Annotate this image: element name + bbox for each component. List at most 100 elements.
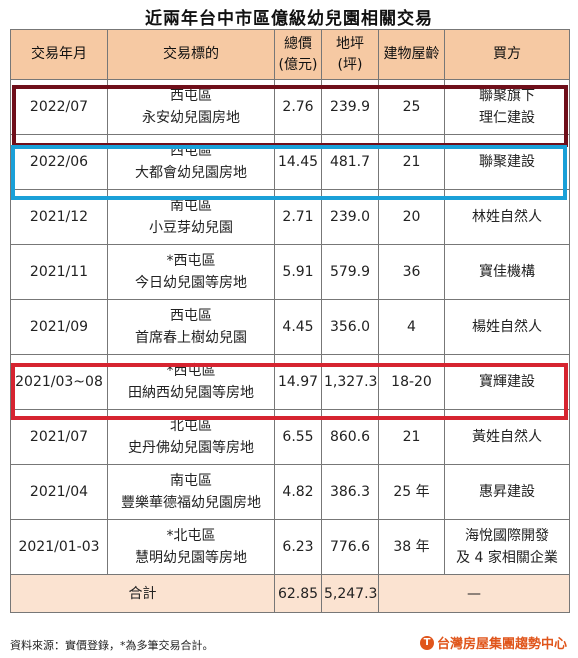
cell-buyer: 寶佳機構 — [444, 244, 570, 300]
cell-name: 大都會幼兒園房地 — [135, 165, 247, 181]
cell-buyer: 惠昇建設 — [444, 464, 570, 520]
cell-age: 21 — [378, 134, 445, 190]
cell-buyer: 寶輝建設 — [444, 354, 570, 410]
cell-age: 18-20 — [378, 354, 445, 410]
header-age: 建物屋齡 — [378, 29, 445, 80]
cell-target: *西屯區今日幼兒園等房地 — [107, 244, 275, 300]
cell-target: 西屯區首席春上樹幼兒園 — [107, 299, 275, 355]
cell-price: 14.45 — [274, 134, 322, 190]
cell-district: 西屯區 — [170, 308, 212, 324]
cell-buyer-line2: 理仁建設 — [479, 110, 535, 126]
cell-price: 5.91 — [274, 244, 322, 300]
cell-target: 北屯區 史丹佛幼兒園等房地 — [107, 409, 275, 465]
cell-buyer: 楊姓自然人 — [444, 299, 570, 355]
cell-date: 2021/12 — [10, 189, 108, 245]
total-area: 5,247.3 — [321, 574, 379, 613]
table-row: 2021/01-03 *北屯區 慧明幼兒園等房地 6.23 776.6 38 年 … — [10, 519, 570, 575]
cell-buyer: 海悅國際開發及 4 家相關企業 — [444, 519, 570, 575]
cell-price: 2.76 — [274, 79, 322, 135]
cell-name: 慧明幼兒園等房地 — [135, 550, 247, 566]
cell-date: 2021/07 — [10, 409, 108, 465]
table-row: 2022/06 西屯區大都會幼兒園房地 14.45 481.7 21 聯聚建設 — [10, 134, 570, 190]
table-row: 2021/09 西屯區首席春上樹幼兒園 4.45 356.0 4 楊姓自然人 — [10, 299, 570, 355]
cell-age: 4 — [378, 299, 445, 355]
cell-area: 579.9 — [321, 244, 379, 300]
header-buyer: 買方 — [444, 29, 570, 80]
header-price-line1: 總價 — [284, 35, 312, 52]
cell-age: 25 — [378, 79, 445, 135]
cell-target: *西屯區田納西幼兒園等房地 — [107, 354, 275, 410]
cell-district: 西屯區 — [170, 88, 212, 104]
cell-date: 2021/11 — [10, 244, 108, 300]
cell-area: 776.6 — [321, 519, 379, 575]
cell-buyer-line2: 及 4 家相關企業 — [456, 550, 558, 566]
table-row: 2021/07 北屯區 史丹佛幼兒園等房地 6.55 860.6 21 黃姓自然人 — [10, 409, 570, 465]
cell-date: 2021/01-03 — [10, 519, 108, 575]
header-date: 交易年月 — [10, 29, 108, 80]
header-area-line2: (坪) — [337, 56, 363, 73]
header-area-line1: 地坪 — [336, 35, 364, 52]
cell-date: 2022/06 — [10, 134, 108, 190]
header-price-line2: (億元) — [278, 56, 318, 73]
cell-buyer: 聯聚旗下 理仁建設 — [444, 79, 570, 135]
brand-mark: T 台灣房屋集團趨勢中心 — [419, 633, 567, 652]
cell-date: 2022/07 — [10, 79, 108, 135]
cell-buyer: 聯聚建設 — [444, 134, 570, 190]
cell-district: 西屯區 — [170, 143, 212, 159]
cell-area: 386.3 — [321, 464, 379, 520]
cell-price: 4.45 — [274, 299, 322, 355]
cell-area: 239.9 — [321, 79, 379, 135]
source-footnote: 資料來源：實價登錄，*為多筆交易合計。 — [10, 639, 214, 652]
cell-date: 2021/09 — [10, 299, 108, 355]
cell-buyer-line1: 海悅國際開發 — [465, 528, 549, 544]
cell-name: 史丹佛幼兒園等房地 — [128, 440, 254, 456]
cell-area: 1,327.3 — [321, 354, 379, 410]
total-dash: — — [378, 574, 570, 613]
table-row: 2022/07 西屯區永安幼兒園房地 2.76 239.9 25 聯聚旗下理仁建… — [10, 79, 570, 135]
cell-price: 14.97 — [274, 354, 322, 410]
total-price: 62.85 — [274, 574, 322, 613]
cell-name: 永安幼兒園房地 — [142, 110, 240, 126]
cell-price: 6.23 — [274, 519, 322, 575]
cell-target: 南屯區豐樂華德福幼兒園房地 — [107, 464, 275, 520]
cell-date: 2021/04 — [10, 464, 108, 520]
cell-target: 西屯區永安幼兒園房地 — [107, 79, 275, 135]
cell-district: *西屯區 — [166, 253, 216, 269]
cell-age: 20 — [378, 189, 445, 245]
table-row: 2021/11 *西屯區今日幼兒園等房地 5.91 579.9 36 寶佳機構 — [10, 244, 570, 300]
cell-area: 356.0 — [321, 299, 379, 355]
cell-price: 4.82 — [274, 464, 322, 520]
cell-buyer-line1: 聯聚旗下 — [479, 88, 535, 104]
table-row: 2021/04 南屯區豐樂華德福幼兒園房地 4.82 386.3 25 年 惠昇… — [10, 464, 570, 520]
cell-target: *北屯區慧明幼兒園等房地 — [107, 519, 275, 575]
cell-price: 6.55 — [274, 409, 322, 465]
cell-name: 豐樂華德福幼兒園房地 — [121, 495, 261, 511]
cell-district: *西屯區 — [166, 363, 216, 379]
cell-name: 今日幼兒園等房地 — [135, 275, 247, 291]
table-row: 2021/12 南屯區 小豆芽幼兒園 2.71 239.0 20 林姓自然人 — [10, 189, 570, 245]
cell-date: 2021/03~08 — [10, 354, 108, 410]
total-row: 合計 62.85 5,247.3 — — [10, 574, 570, 613]
cell-target: 西屯區大都會幼兒園房地 — [107, 134, 275, 190]
brand-logo-icon: T — [419, 635, 434, 650]
cell-name: 首席春上樹幼兒園 — [135, 330, 247, 346]
cell-age: 25 年 — [378, 464, 445, 520]
cell-name: 田納西幼兒園等房地 — [128, 385, 254, 401]
cell-age: 36 — [378, 244, 445, 300]
cell-district: 南屯區 — [170, 473, 212, 489]
header-target: 交易標的 — [107, 29, 275, 80]
cell-buyer: 黃姓自然人 — [444, 409, 570, 465]
cell-area: 239.0 — [321, 189, 379, 245]
cell-name: 小豆芽幼兒園 — [149, 220, 233, 236]
cell-target: 南屯區 小豆芽幼兒園 — [107, 189, 275, 245]
brand-name: 台灣房屋集團趨勢中心 — [436, 637, 567, 652]
cell-age: 38 年 — [378, 519, 445, 575]
header-area: 地坪 (坪) — [321, 29, 379, 80]
cell-area: 860.6 — [321, 409, 379, 465]
header-price: 總價 (億元) — [274, 29, 322, 80]
cell-price: 2.71 — [274, 189, 322, 245]
cell-buyer: 林姓自然人 — [444, 189, 570, 245]
cell-area: 481.7 — [321, 134, 379, 190]
cell-district: *北屯區 — [166, 528, 216, 544]
transactions-table: 交易年月 交易標的 總價 (億元) 地坪 (坪) 建物屋齡 買方 2022/07 西… — [10, 29, 570, 613]
